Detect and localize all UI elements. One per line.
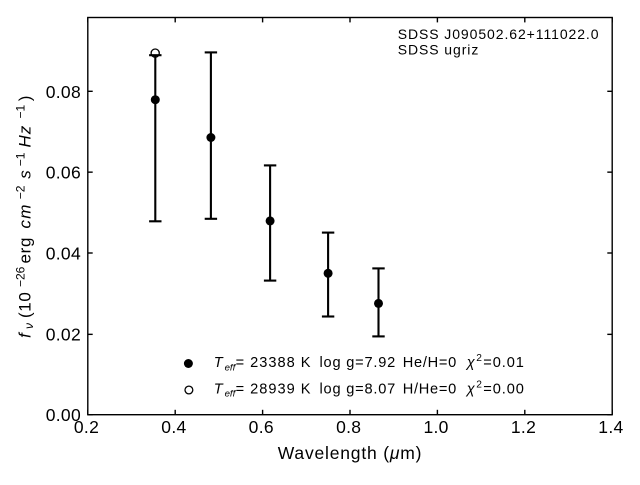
- svg-text:Hz: Hz: [16, 125, 35, 148]
- svg-text:): ): [16, 96, 35, 102]
- svg-text:SDSS ugriz: SDSS ugriz: [398, 42, 480, 58]
- svg-text:1.0: 1.0: [423, 417, 448, 437]
- svg-text:=0.00: =0.00: [483, 382, 524, 398]
- svg-text:eff: eff: [225, 389, 237, 400]
- svg-text:s: s: [16, 170, 35, 179]
- svg-text:log g=8.07: log g=8.07: [320, 382, 397, 398]
- svg-text:T: T: [214, 355, 224, 371]
- svg-text:2: 2: [476, 353, 482, 364]
- svg-text:0.02: 0.02: [46, 324, 81, 344]
- svg-text:H/He=0: H/He=0: [403, 382, 457, 398]
- svg-text:eff: eff: [225, 362, 237, 373]
- svg-text:0.2: 0.2: [74, 417, 99, 437]
- svg-text:0.4: 0.4: [161, 417, 186, 437]
- svg-text:1.4: 1.4: [598, 417, 623, 437]
- svg-text:0.06: 0.06: [46, 163, 81, 183]
- svg-text:−26: −26: [14, 266, 28, 287]
- svg-text:He/H=0: He/H=0: [403, 355, 457, 371]
- svg-text:0.00: 0.00: [46, 405, 81, 425]
- svg-text:= 23388 K: = 23388 K: [236, 355, 312, 371]
- svg-text:=0.01: =0.01: [483, 355, 524, 371]
- svg-text:1.2: 1.2: [511, 417, 536, 437]
- svg-text:−2: −2: [14, 185, 28, 199]
- svg-text:−1: −1: [14, 152, 28, 166]
- svg-text:−1: −1: [14, 104, 28, 118]
- svg-text:χ: χ: [465, 355, 476, 371]
- svg-text:log g=7.92: log g=7.92: [320, 355, 397, 371]
- svg-text:(10: (10: [16, 292, 35, 318]
- svg-text:T: T: [214, 382, 224, 398]
- svg-text:ν: ν: [22, 323, 36, 329]
- svg-text:SDSS J090502.62+111022.0: SDSS J090502.62+111022.0: [398, 26, 600, 42]
- svg-text:0.6: 0.6: [249, 417, 274, 437]
- svg-text:0.08: 0.08: [46, 82, 81, 102]
- svg-text:erg: erg: [16, 237, 35, 264]
- svg-text:0.04: 0.04: [46, 244, 81, 264]
- svg-text:2: 2: [476, 380, 482, 391]
- svg-text:χ: χ: [465, 382, 476, 398]
- svg-text:= 28939 K: = 28939 K: [236, 382, 312, 398]
- svg-text:f: f: [16, 331, 35, 338]
- svg-text:0.8: 0.8: [336, 417, 361, 437]
- svg-text:cm: cm: [16, 203, 35, 228]
- svg-text:Wavelength (μm): Wavelength (μm): [278, 443, 422, 463]
